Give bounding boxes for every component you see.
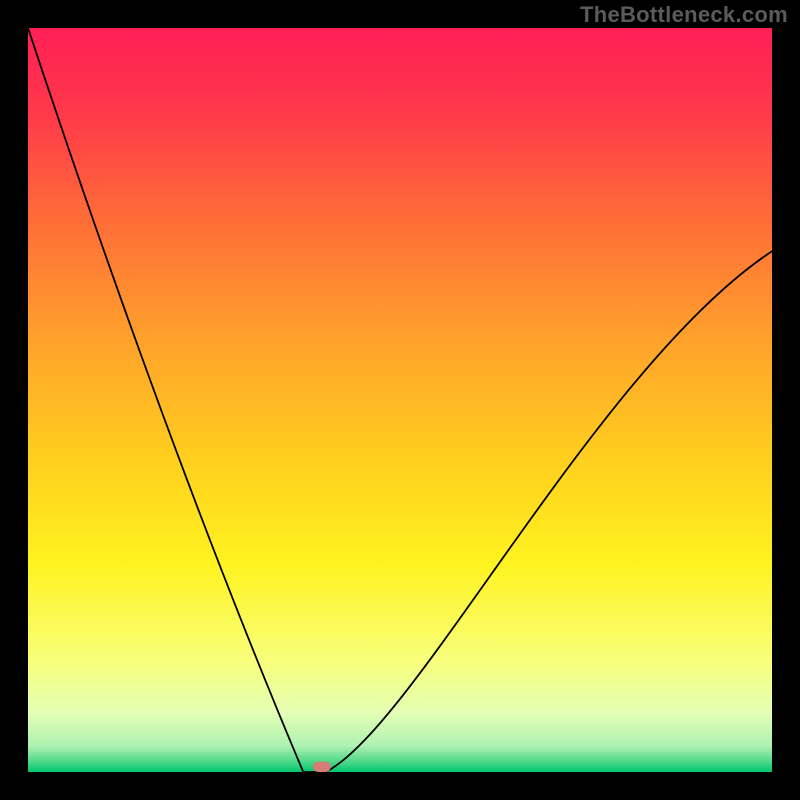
chart-svg: [28, 28, 772, 772]
plot-area: [28, 28, 772, 772]
outer-frame: TheBottleneck.com: [0, 0, 800, 800]
watermark-text: TheBottleneck.com: [580, 2, 788, 28]
minimum-marker: [313, 762, 331, 772]
chart-background: [28, 28, 772, 772]
